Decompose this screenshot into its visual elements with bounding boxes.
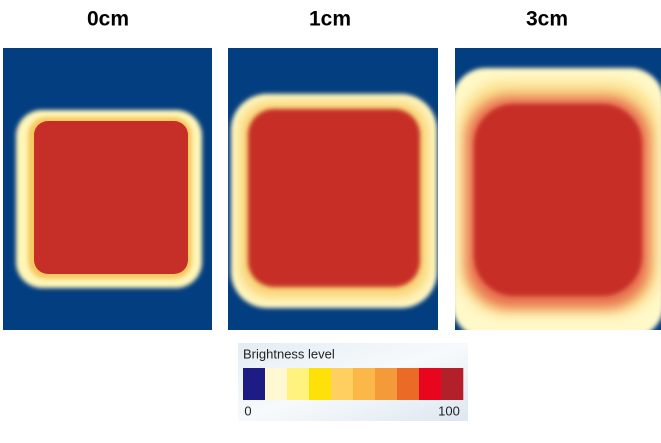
color-swatch [441,368,464,400]
heatmap [3,48,212,330]
legend-title: Brightness level [243,346,335,361]
color-swatch [353,368,376,400]
color-swatch [243,368,266,400]
color-swatch [309,368,332,400]
color-swatch [375,368,398,400]
heatmap [228,48,438,330]
legend-min: 0 [244,403,251,418]
panel-title: 3cm [526,8,568,31]
color-swatch [331,368,354,400]
color-swatch [419,368,442,400]
color-swatch [265,368,288,400]
heatmap [455,48,661,330]
panel-title: 0cm [87,8,129,31]
legend-max: 100 [438,403,460,418]
color-swatch [397,368,420,400]
color-swatch [287,368,310,400]
panel-title: 1cm [309,8,351,31]
legend: Brightness level 0 100 [238,343,468,421]
